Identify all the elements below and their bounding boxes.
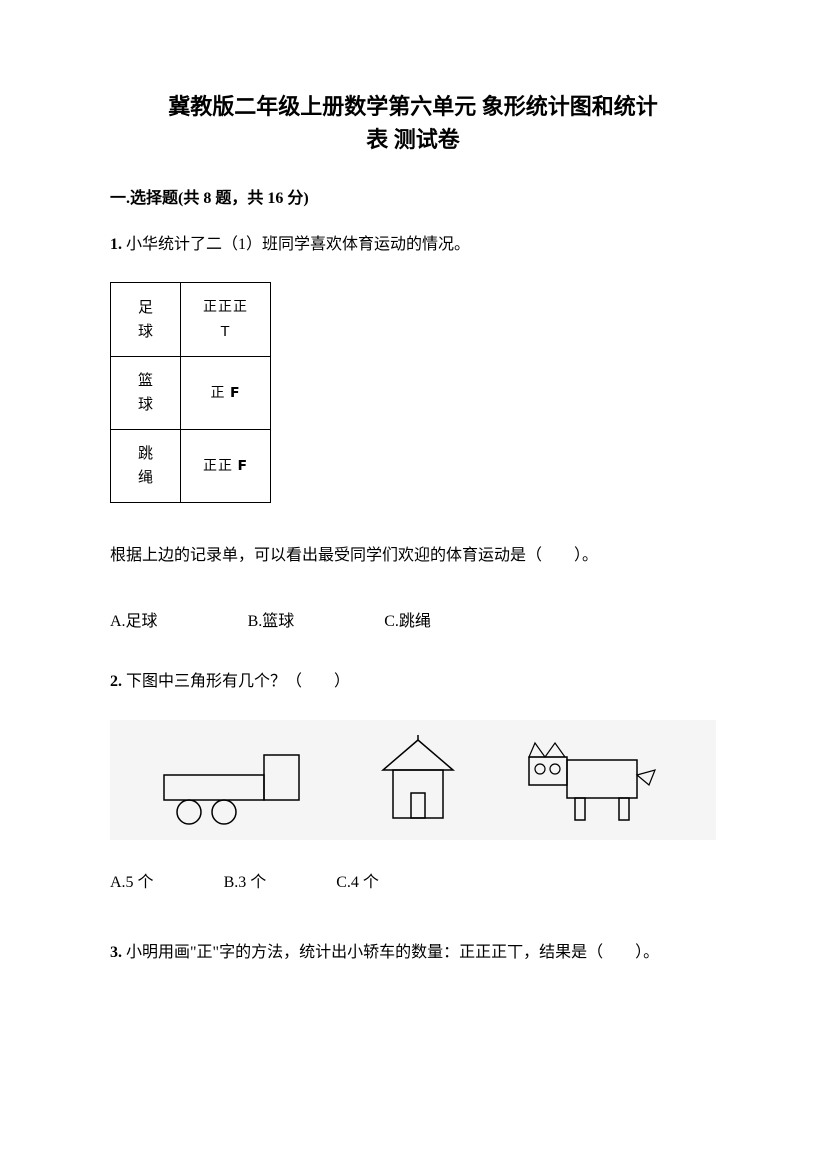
page-title: 冀教版二年级上册数学第六单元 象形统计图和统计 表 测试卷 xyxy=(110,90,716,156)
house-shape xyxy=(368,735,468,825)
q3-body: 小明用画"正"字的方法，统计出小轿车的数量：正正正丅，结果是（ ）。 xyxy=(122,944,659,961)
table-row: 跳绳 正正 𝗙 xyxy=(111,429,271,502)
table-row: 篮球 正 𝗙 xyxy=(111,356,271,429)
row1-label: 足球 xyxy=(111,283,181,357)
question-3: 3. 小明用画"正"字的方法，统计出小轿车的数量：正正正丅，结果是（ ）。 xyxy=(110,940,716,966)
q3-number: 3. xyxy=(110,944,122,961)
q2-option-b: B.3 个 xyxy=(224,870,267,896)
q1-option-a: A.足球 xyxy=(110,609,158,635)
q1-option-c: C.跳绳 xyxy=(384,609,431,635)
q2-body: 下图中三角形有几个？（ ） xyxy=(122,673,350,690)
table-row: 足球 正正正 𝖳 xyxy=(111,283,271,357)
q1-number: 1. xyxy=(110,236,122,253)
q1-text: 1. 小华统计了二（1）班同学喜欢体育运动的情况。 xyxy=(110,232,716,258)
title-line-2: 表 测试卷 xyxy=(366,127,460,152)
q1-prompt: 根据上边的记录单，可以看出最受同学们欢迎的体育运动是（ ）。 xyxy=(110,543,716,569)
truck-shape xyxy=(159,745,309,825)
q1-options: A.足球 B.篮球 C.跳绳 xyxy=(110,609,716,635)
question-1: 1. 小华统计了二（1）班同学喜欢体育运动的情况。 足球 正正正 𝖳 篮球 正 … xyxy=(110,232,716,635)
title-line-1: 冀教版二年级上册数学第六单元 象形统计图和统计 xyxy=(168,94,658,119)
q2-shapes xyxy=(110,720,716,840)
animal-shape xyxy=(527,735,667,825)
q2-option-c: C.4 个 xyxy=(336,870,379,896)
q1-tally-table: 足球 正正正 𝖳 篮球 正 𝗙 跳绳 正正 𝗙 xyxy=(110,282,271,503)
row3-label: 跳绳 xyxy=(111,429,181,502)
row3-tally: 正正 𝗙 xyxy=(181,429,271,502)
q2-options: A.5 个 B.3 个 C.4 个 xyxy=(110,870,716,896)
row2-tally: 正 𝗙 xyxy=(181,356,271,429)
row2-label: 篮球 xyxy=(111,356,181,429)
q1-option-b: B.篮球 xyxy=(248,609,295,635)
q2-text: 2. 下图中三角形有几个？（ ） xyxy=(110,669,716,695)
question-2: 2. 下图中三角形有几个？（ ） xyxy=(110,669,716,895)
q1-body: 小华统计了二（1）班同学喜欢体育运动的情况。 xyxy=(122,236,470,253)
row1-tally: 正正正 𝖳 xyxy=(181,283,271,357)
section-1-header: 一.选择题(共 8 题，共 16 分) xyxy=(110,186,716,212)
q3-text: 3. 小明用画"正"字的方法，统计出小轿车的数量：正正正丅，结果是（ ）。 xyxy=(110,940,716,966)
q2-option-a: A.5 个 xyxy=(110,870,154,896)
q2-number: 2. xyxy=(110,673,122,690)
